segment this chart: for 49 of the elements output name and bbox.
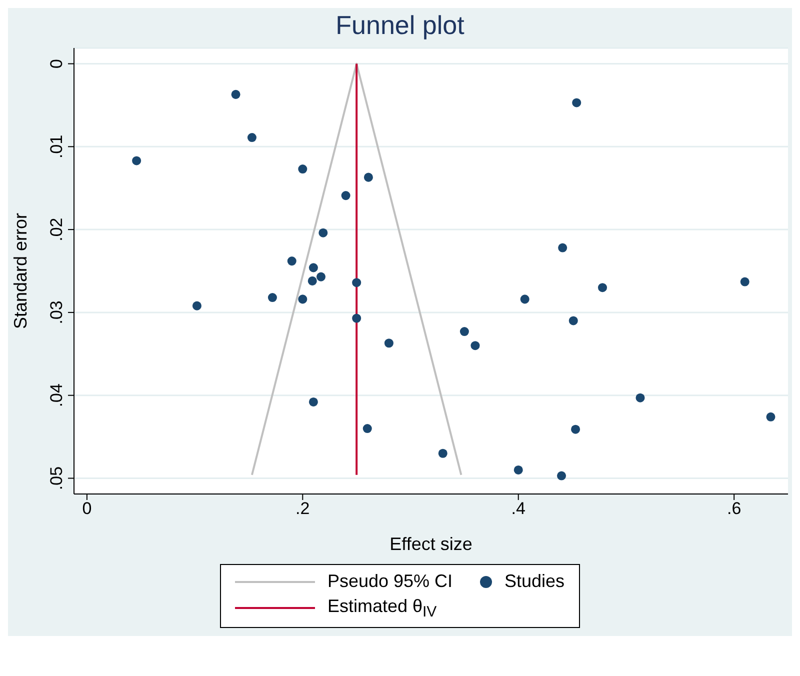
point [352, 278, 362, 288]
point [341, 191, 350, 200]
point [568, 316, 578, 326]
point [766, 412, 776, 422]
x-tick-label: 0 [82, 499, 92, 518]
x-tick-label: .4 [511, 499, 526, 518]
point [460, 327, 469, 336]
point [558, 243, 568, 252]
legend-label: Estimated θ$_{IV}$ [327, 596, 437, 621]
point [438, 448, 448, 458]
y-tick-label: .02 [47, 218, 66, 242]
point [308, 397, 318, 406]
y-tick-label: .03 [47, 300, 66, 324]
x-tick-label: .2 [296, 499, 310, 518]
point [520, 294, 530, 304]
legend-label: Studies [504, 571, 565, 592]
point [362, 424, 372, 434]
point [308, 263, 318, 272]
point [598, 283, 608, 292]
y-axis-title: Standard error [10, 212, 30, 330]
y-tick-label: 0 [47, 59, 66, 68]
y-tick-label: .05 [47, 466, 66, 490]
point [571, 424, 580, 434]
chart-title: Funnel plot [334, 9, 466, 42]
point [316, 272, 326, 282]
point [298, 164, 308, 174]
point [470, 341, 480, 350]
point [287, 256, 296, 266]
point [268, 293, 277, 302]
point [364, 172, 373, 182]
y-tick-label: .01 [47, 134, 66, 158]
point [231, 90, 240, 99]
point [572, 98, 582, 108]
point [740, 277, 750, 286]
point [192, 301, 202, 310]
point [636, 393, 645, 402]
point [247, 133, 256, 142]
x-tick-label: .6 [726, 499, 742, 518]
point [556, 471, 566, 480]
point [132, 156, 142, 166]
point [318, 228, 328, 238]
point [514, 465, 523, 474]
point [384, 338, 394, 348]
point [298, 294, 308, 304]
point [308, 276, 317, 286]
legend-label: Pseudo 95% CI [327, 571, 453, 592]
x-axis-title: Effect size [390, 534, 472, 554]
point [352, 314, 362, 323]
y-tick-label: .04 [47, 384, 66, 408]
